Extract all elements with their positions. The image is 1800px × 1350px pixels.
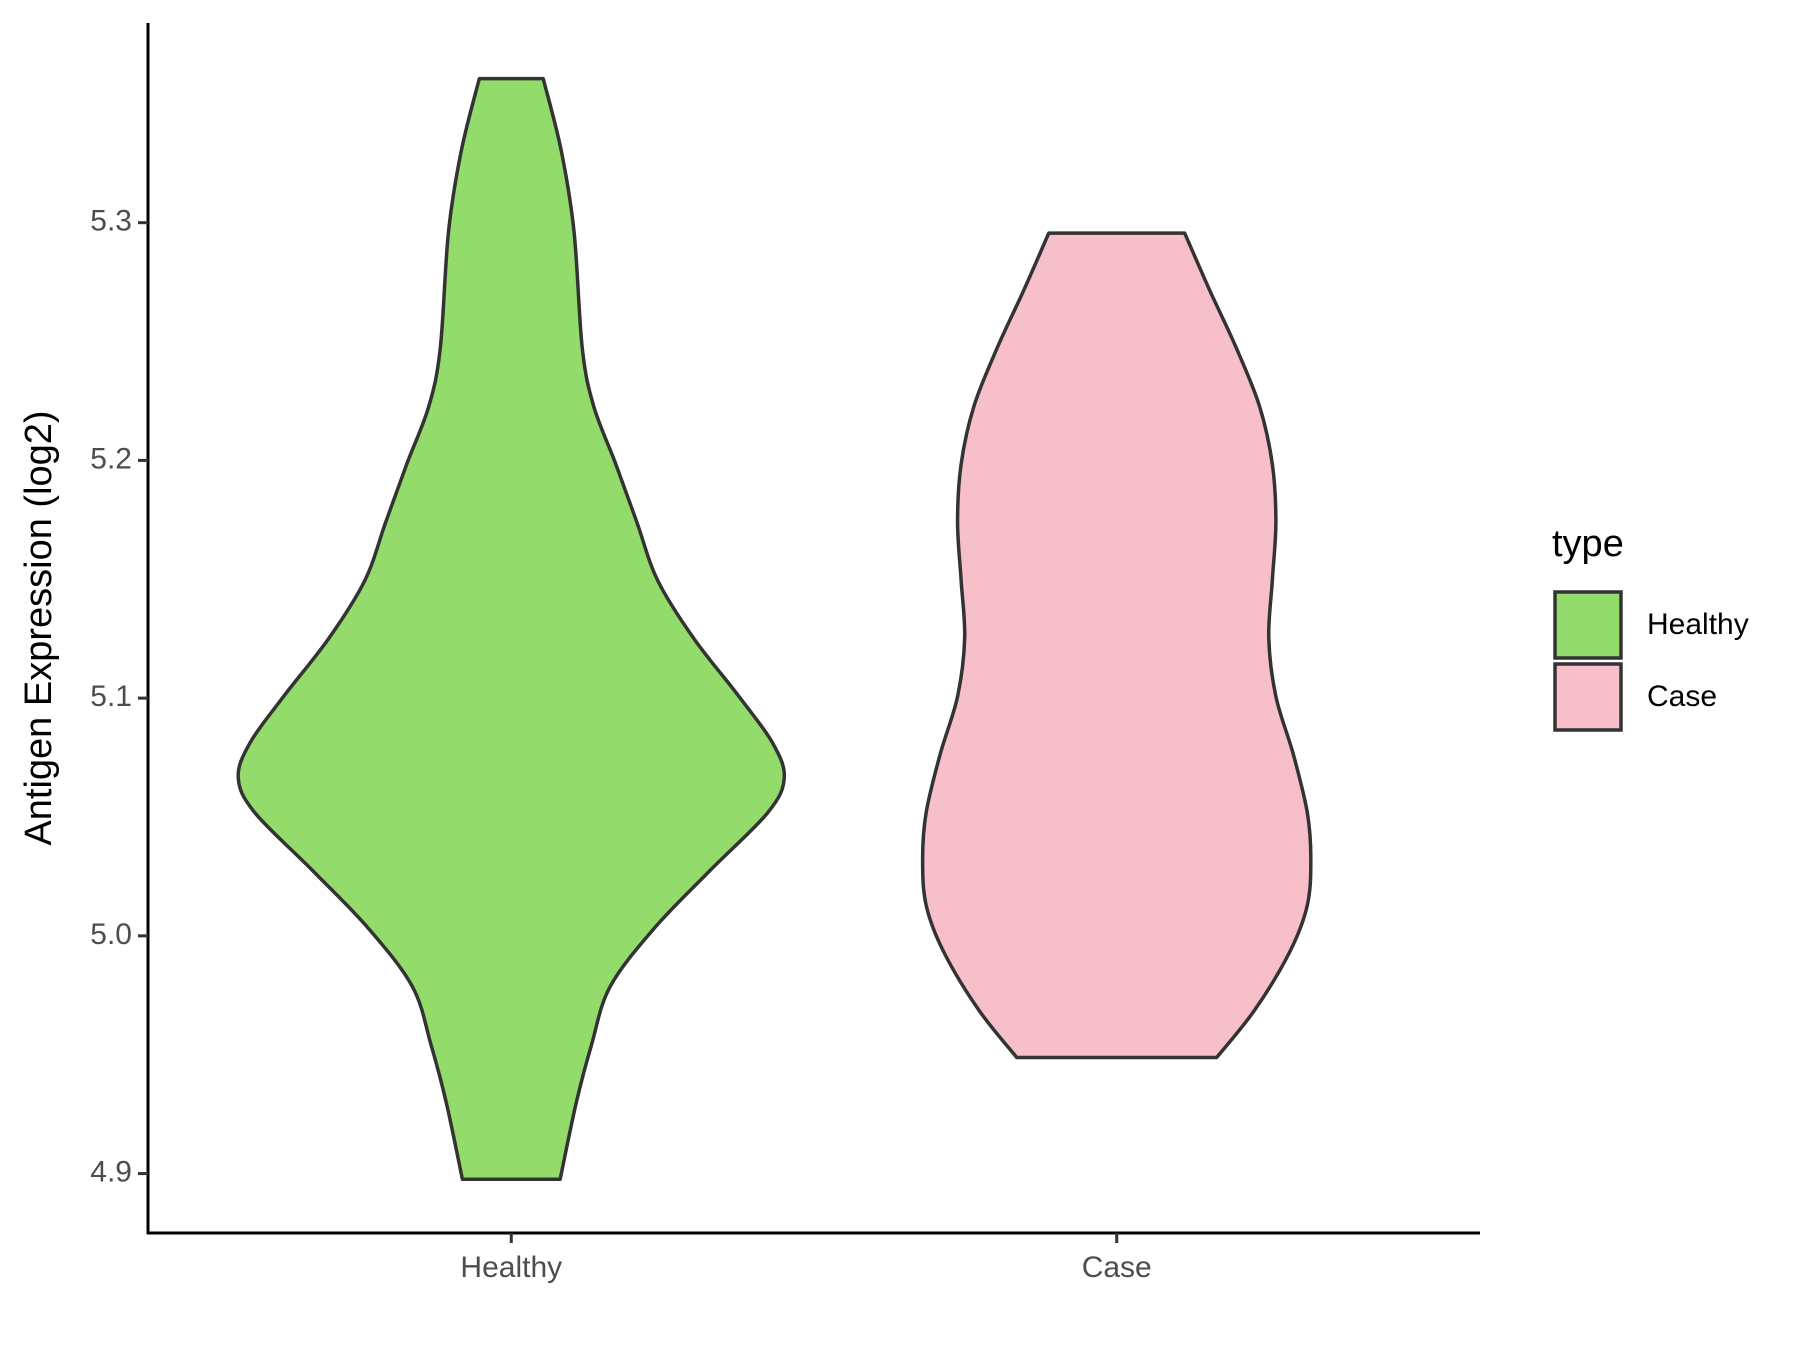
violin [236,76,787,1182]
x-tick-label: Case [1082,1251,1152,1284]
legend-key [1553,590,1623,660]
legend-key [1553,662,1623,732]
legend-label: Case [1647,680,1717,713]
violin [920,231,1313,1060]
y-tick-label: 5.0 [90,918,132,951]
x-tick-label: Healthy [460,1251,562,1284]
y-axis-title: Antigen Expression (log2) [18,410,60,845]
y-tick-label: 5.2 [90,442,132,475]
legend-title: type [1552,523,1624,565]
legend-label: Healthy [1647,608,1749,641]
y-tick-label: 4.9 [90,1155,132,1188]
y-tick-label: 5.1 [90,680,132,713]
y-tick-label: 5.3 [90,205,132,238]
